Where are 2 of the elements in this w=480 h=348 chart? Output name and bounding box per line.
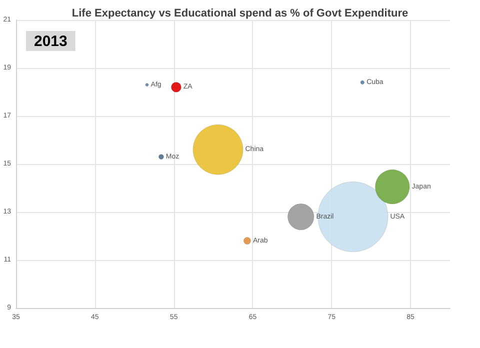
annotation: 2013 bbox=[34, 33, 68, 50]
chart-title: Life Expectancy vs Educational spend as % of Govt Expenditure bbox=[72, 8, 408, 20]
